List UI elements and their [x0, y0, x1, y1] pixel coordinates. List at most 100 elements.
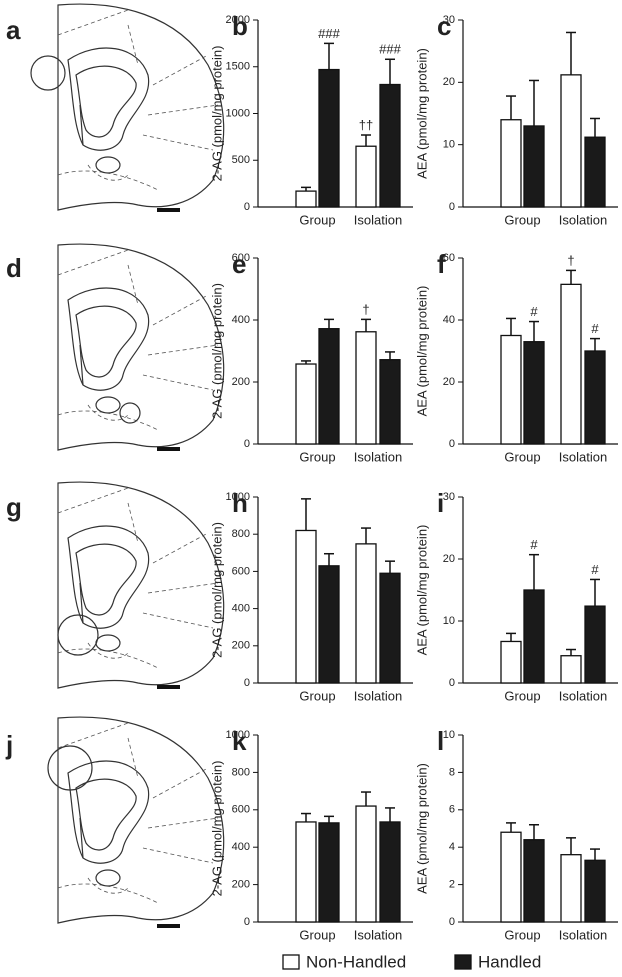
bar: [523, 341, 545, 445]
bar: [295, 363, 317, 445]
y-tick-label: 4: [449, 841, 455, 853]
x-tick-label: Isolation: [559, 449, 607, 464]
y-tick-label: 30: [443, 491, 455, 503]
y-axis-label: 2-AG (pmol/mg protein): [209, 283, 224, 419]
significance-label: †: [567, 253, 574, 268]
y-axis-label: 2-AG (pmol/mg protein): [209, 46, 224, 182]
bar: [355, 145, 377, 208]
bar: [584, 605, 606, 684]
bar: [560, 655, 582, 684]
region-circle: [47, 745, 93, 791]
y-tick-label: 10: [443, 729, 455, 741]
y-tick-label: 2000: [226, 14, 250, 26]
significance-label: #: [530, 537, 538, 552]
bar: [500, 119, 522, 208]
panel-letter: e: [232, 249, 246, 279]
legend-swatch: [454, 954, 472, 970]
y-tick-label: 400: [232, 314, 250, 326]
y-tick-label: 1000: [226, 491, 250, 503]
legend-label: Non-Handled: [306, 952, 406, 971]
significance-label: ###: [318, 26, 340, 41]
panel-letter: h: [232, 488, 248, 518]
x-tick-label: Group: [299, 449, 335, 464]
bar: [379, 821, 401, 923]
x-tick-label: Isolation: [354, 449, 402, 464]
significance-label: ###: [379, 42, 401, 57]
legend-label: Handled: [478, 952, 541, 971]
bar: [500, 640, 522, 684]
y-tick-label: 600: [232, 252, 250, 264]
brain-section: [57, 481, 225, 689]
region-circle: [119, 402, 141, 424]
y-tick-label: 0: [244, 916, 250, 928]
significance-label: †: [362, 302, 369, 317]
significance-label: #: [591, 562, 599, 577]
y-axis-label: AEA (pmol/mg protein): [414, 525, 429, 656]
panel-letter: k: [232, 726, 247, 756]
bar: [355, 543, 377, 684]
y-tick-label: 8: [449, 766, 455, 778]
bar: [560, 74, 582, 208]
bar: [523, 589, 545, 684]
y-tick-label: 1500: [226, 61, 250, 73]
significance-label: #: [530, 304, 538, 319]
bar: [560, 283, 582, 445]
panel-letter: a: [6, 15, 21, 45]
y-tick-label: 0: [449, 677, 455, 689]
x-tick-label: Group: [504, 927, 540, 942]
y-tick-label: 2: [449, 879, 455, 891]
y-axis-label: 2-AG (pmol/mg protein): [209, 522, 224, 658]
bar: [295, 529, 317, 684]
bar: [379, 359, 401, 445]
y-tick-label: 400: [232, 841, 250, 853]
panel-letter: c: [437, 11, 451, 41]
y-tick-label: 800: [232, 766, 250, 778]
y-tick-label: 0: [449, 916, 455, 928]
x-tick-label: Isolation: [559, 212, 607, 227]
region-circle: [30, 55, 66, 91]
brain-section: [57, 3, 225, 211]
bar: [379, 83, 401, 208]
significance-label: ††: [359, 117, 373, 132]
y-tick-label: 10: [443, 615, 455, 627]
panel-letter: j: [5, 730, 13, 760]
y-tick-label: 200: [232, 376, 250, 388]
y-tick-label: 600: [232, 804, 250, 816]
y-tick-label: 200: [232, 879, 250, 891]
panel-letter: i: [437, 488, 444, 518]
x-tick-label: Group: [504, 688, 540, 703]
bar: [318, 328, 340, 445]
bar: [560, 854, 582, 923]
bar: [318, 822, 340, 923]
y-tick-label: 0: [244, 438, 250, 450]
x-tick-label: Isolation: [354, 688, 402, 703]
y-tick-label: 200: [232, 640, 250, 652]
bar: [584, 859, 606, 923]
bar: [318, 68, 340, 208]
x-tick-label: Group: [299, 927, 335, 942]
x-tick-label: Group: [504, 449, 540, 464]
bar: [355, 331, 377, 445]
x-tick-label: Group: [299, 212, 335, 227]
x-tick-label: Isolation: [559, 927, 607, 942]
x-tick-label: Isolation: [354, 927, 402, 942]
y-tick-label: 1000: [226, 729, 250, 741]
bar: [523, 125, 545, 208]
bar: [584, 350, 606, 445]
x-tick-label: Isolation: [354, 212, 402, 227]
bar: [295, 190, 317, 208]
y-axis-label: AEA (pmol/mg protein): [414, 48, 429, 179]
y-tick-label: 600: [232, 565, 250, 577]
bar: [523, 839, 545, 923]
y-tick-label: 0: [244, 677, 250, 689]
x-tick-label: Group: [299, 688, 335, 703]
y-tick-label: 20: [443, 76, 455, 88]
x-tick-label: Isolation: [559, 688, 607, 703]
y-tick-label: 20: [443, 553, 455, 565]
panel-letter: f: [437, 249, 446, 279]
bar: [318, 565, 340, 684]
bar: [584, 136, 606, 208]
y-tick-label: 20: [443, 376, 455, 388]
y-tick-label: 10: [443, 139, 455, 151]
